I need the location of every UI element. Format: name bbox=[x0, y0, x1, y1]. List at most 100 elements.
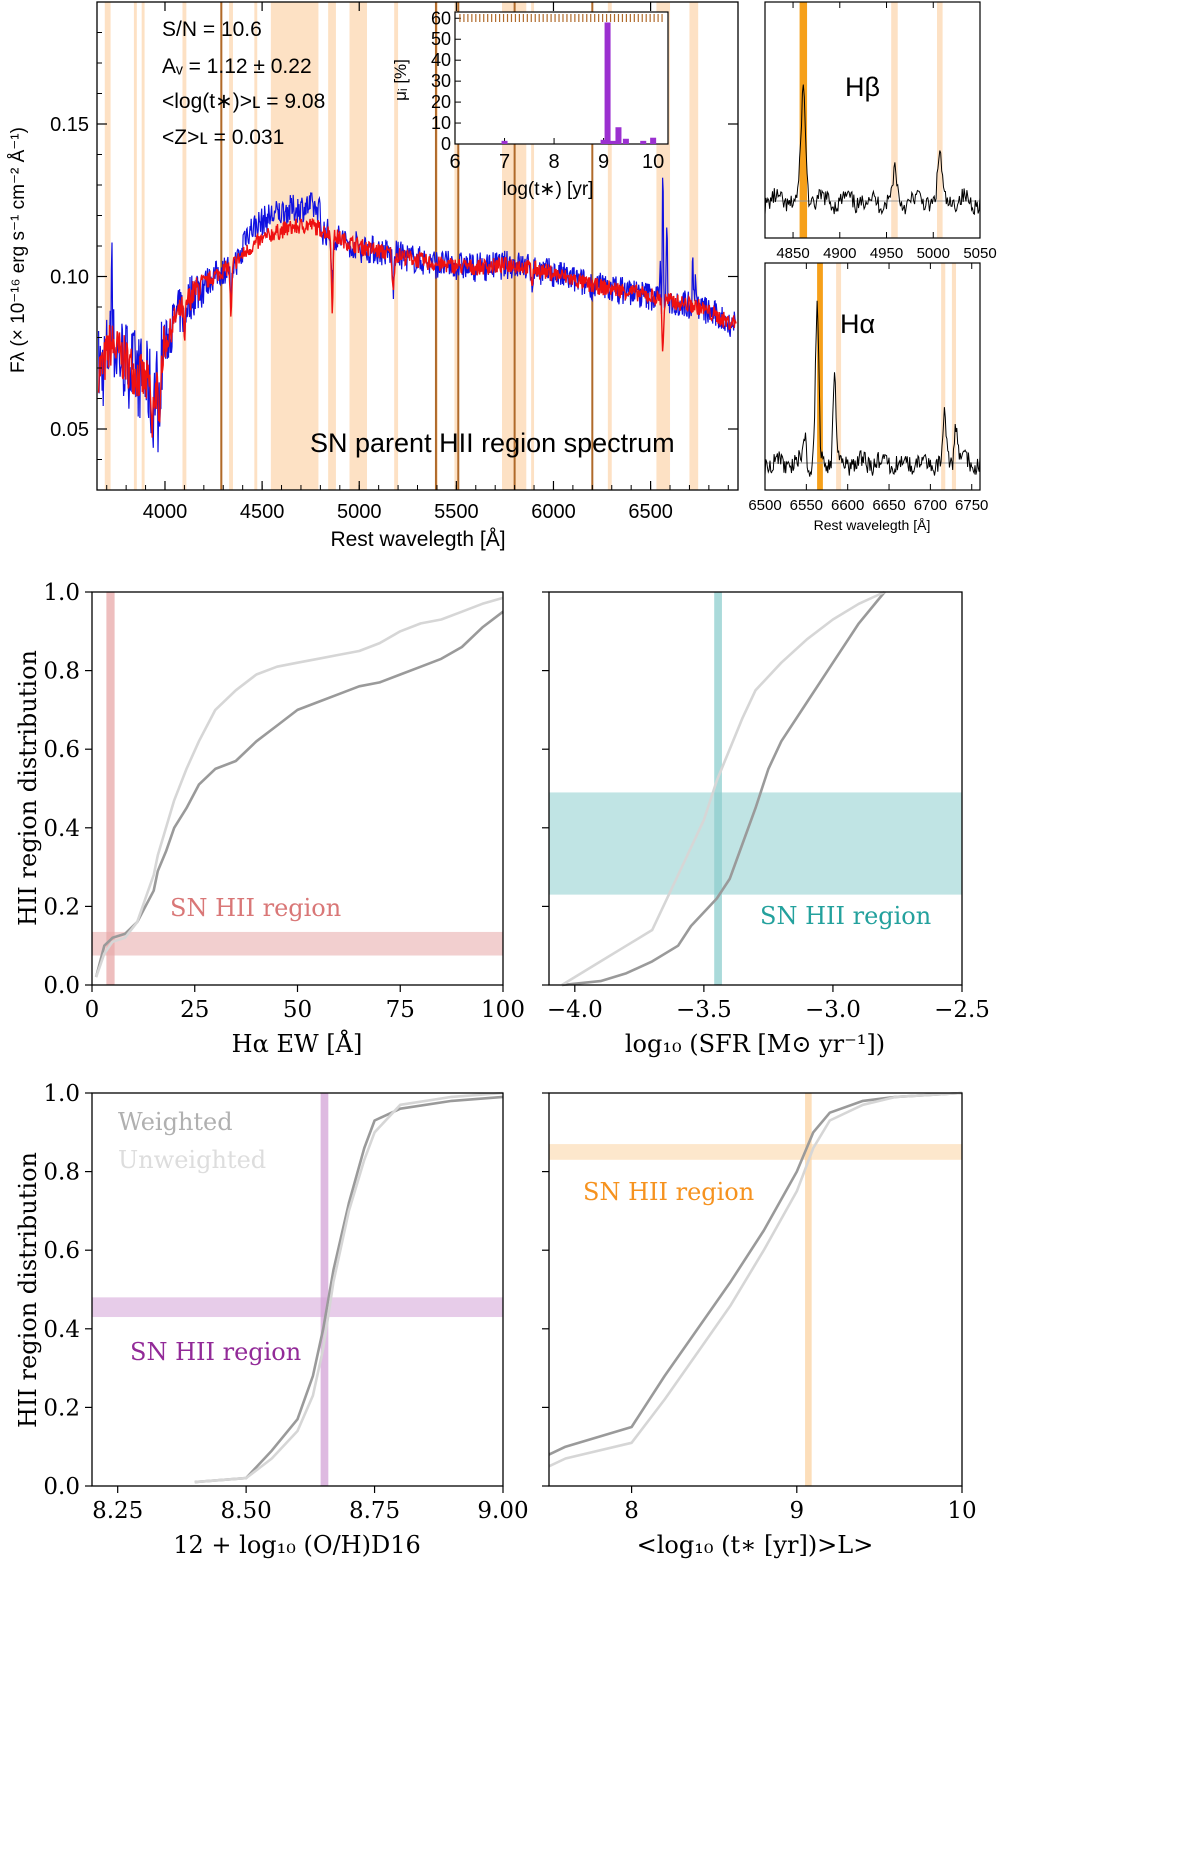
y-tick-label: 0.4 bbox=[43, 816, 80, 842]
inset-xlabel: log(t∗) [yr] bbox=[503, 179, 594, 200]
cdf-ylabel-bottom: HII region distribution bbox=[14, 1152, 42, 1428]
legend-weighted: Weighted bbox=[118, 1108, 233, 1136]
x-tick-label: 5050 bbox=[963, 245, 996, 262]
mask-band bbox=[254, 2, 258, 490]
hbeta-ticks: 4850 4900 4950 5000 5050 bbox=[776, 2, 997, 262]
unweighted-cdf-line bbox=[548, 1091, 963, 1468]
axes-frame bbox=[91, 1092, 504, 1487]
inset-x-tick-label: 7 bbox=[499, 151, 510, 173]
hbeta-bands bbox=[799, 2, 943, 238]
model-spectrum-line bbox=[97, 218, 737, 438]
inset-x-tick-label: 10 bbox=[642, 151, 664, 173]
hbeta-panel: 4850 4900 4950 5000 5050 Hβ bbox=[764, 1, 997, 262]
x-tick-label: 8 bbox=[624, 1498, 639, 1524]
x-tick-label: 8.75 bbox=[349, 1498, 400, 1524]
mask-band bbox=[270, 2, 319, 490]
y-tick-label: 0.10 bbox=[50, 267, 89, 289]
inset-x-tick-label: 6 bbox=[449, 151, 460, 173]
y-tick-label: 0.2 bbox=[43, 894, 80, 920]
x-tick-label: 4000 bbox=[143, 501, 188, 523]
y-tick-label: 0.6 bbox=[43, 737, 80, 763]
ew-sn-band-label: SN HII region bbox=[170, 894, 341, 922]
halpha-panel: 6500 6550 6600 6650 6700 6750 Hα Rest waveleg… bbox=[748, 262, 988, 533]
line-band bbox=[951, 263, 957, 490]
cdf-ylabel-top: HII region distribution bbox=[14, 650, 42, 926]
unweighted-cdf-line bbox=[94, 596, 504, 978]
halpha-xlabel: Rest wavelegth [Å] bbox=[814, 517, 931, 533]
x-tick-label: 4950 bbox=[870, 245, 903, 262]
x-tick-label: 6600 bbox=[831, 497, 864, 514]
x-tick-label: 8.25 bbox=[92, 1498, 143, 1524]
mask-band bbox=[133, 2, 137, 490]
age-xlabel: <log₁₀ (t∗ [yr])>L> bbox=[637, 1531, 874, 1559]
line-band bbox=[836, 263, 842, 490]
age-bar bbox=[650, 137, 657, 144]
age-bar bbox=[622, 138, 629, 144]
sn-vertical-band bbox=[805, 1093, 812, 1486]
hbeta-label: Hβ bbox=[845, 72, 880, 102]
x-tick-label: 50 bbox=[283, 997, 312, 1023]
age-sn-band-label: SN HII region bbox=[583, 1178, 754, 1206]
halpha-bands bbox=[817, 263, 957, 490]
inset-bars bbox=[501, 22, 657, 145]
x-tick-label: 4850 bbox=[776, 245, 809, 262]
y-tick-label: 0.0 bbox=[43, 1474, 80, 1500]
x-tick-label: 5500 bbox=[434, 501, 479, 523]
y-tick-label: 0.2 bbox=[43, 1395, 80, 1421]
mask-band bbox=[229, 2, 233, 490]
x-tick-label: 6500 bbox=[628, 501, 673, 523]
cdf-panel-sfr: −4.0 −3.5 −3.0 −2.5 bbox=[542, 590, 990, 1023]
age-bar bbox=[604, 22, 611, 145]
ew-xlabel: Hα EW [Å] bbox=[232, 1029, 363, 1058]
inset-y-tick-label: 0 bbox=[441, 134, 451, 154]
weighted-cdf-line bbox=[548, 1091, 963, 1456]
age-bar bbox=[600, 139, 607, 144]
age-stat: <log(t∗)>ʟ = 9.08 bbox=[162, 90, 325, 113]
inset-y-tick-label: 30 bbox=[431, 71, 451, 91]
oh-xlabel: 12 + log₁₀ (O/H)D16 bbox=[173, 1531, 420, 1559]
x-tick-label: 100 bbox=[481, 997, 525, 1023]
hbeta-spectrum-line bbox=[764, 84, 981, 216]
x-tick-label: 5000 bbox=[337, 501, 382, 523]
line-band bbox=[891, 2, 898, 238]
x-tick-label: 25 bbox=[180, 997, 209, 1023]
x-tick-label: 10 bbox=[947, 1498, 976, 1524]
halpha-ticks: 6500 6550 6600 6650 6700 6750 bbox=[748, 263, 988, 514]
unweighted-cdf-line bbox=[194, 1091, 504, 1484]
spectrum-title: SN parent HII region spectrum bbox=[310, 428, 675, 458]
sn-horizontal-band bbox=[92, 1297, 503, 1318]
legend-unweighted: Unweighted bbox=[118, 1146, 266, 1174]
age-bar bbox=[640, 140, 647, 144]
sn-stat: S/N = 10.6 bbox=[162, 18, 262, 41]
av-stat: Aᵥ = 1.12 ± 0.22 bbox=[162, 55, 312, 78]
x-tick-label: 6650 bbox=[872, 497, 905, 514]
mask-band bbox=[607, 2, 612, 490]
age-bar bbox=[501, 140, 508, 144]
x-tick-label: 0 bbox=[85, 997, 100, 1023]
inset-x-tick-label: 8 bbox=[549, 151, 560, 173]
age-bar bbox=[615, 127, 622, 144]
sn-vertical-band bbox=[714, 592, 722, 985]
line-band bbox=[817, 263, 823, 490]
inset-y-tick-label: 50 bbox=[431, 29, 451, 49]
inset-y-tick-label: 60 bbox=[431, 8, 451, 28]
spectrum-ylabel: Fλ (× 10⁻¹⁶ erg s⁻¹ cm⁻² Å⁻¹) bbox=[8, 127, 29, 373]
weighted-cdf-line bbox=[561, 591, 886, 987]
inset-y-tick-label: 10 bbox=[431, 113, 451, 133]
mask-band bbox=[328, 2, 336, 490]
inset-y-tick-label: 20 bbox=[431, 92, 451, 112]
cdf-panel-metallicity: 8.25 8.50 8.75 9.00 0.0 0.2 0.4 0.6 0.8 1.0 bbox=[43, 1081, 528, 1524]
inset-rug-marks bbox=[459, 14, 663, 22]
x-tick-label: 9.00 bbox=[477, 1498, 528, 1524]
line-band bbox=[799, 2, 808, 238]
sfr-sn-band-label: SN HII region bbox=[760, 902, 931, 930]
sn-vertical-band bbox=[106, 592, 115, 985]
inset-ylabel: μᵢ [%] bbox=[391, 59, 410, 101]
x-tick-label: −3.0 bbox=[805, 997, 861, 1023]
x-tick-label: 4900 bbox=[823, 245, 856, 262]
spectrum-xlabel: Rest wavelegth [Å] bbox=[330, 528, 505, 551]
